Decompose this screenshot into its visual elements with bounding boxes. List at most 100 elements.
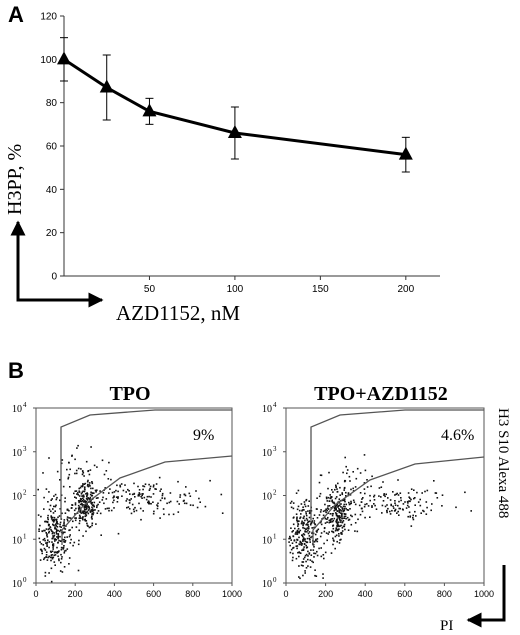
event-dot (354, 503, 357, 506)
event-dot (61, 512, 63, 515)
event-dot (89, 496, 92, 499)
event-dot (51, 557, 54, 560)
event-dot (351, 515, 353, 518)
event-dot (430, 509, 432, 512)
event-dot (57, 529, 59, 532)
event-dot (110, 509, 113, 512)
event-dot (91, 508, 94, 510)
event-dot (143, 485, 146, 488)
event-dot (57, 534, 60, 536)
event-dot (48, 546, 50, 549)
event-dot (327, 487, 329, 490)
event-dot (50, 567, 53, 570)
event-dot (73, 492, 75, 495)
x-tick-label: 200 (68, 589, 83, 599)
event-dot (198, 497, 200, 500)
event-dot (305, 514, 308, 517)
event-dot (47, 518, 49, 521)
event-dot (50, 529, 52, 531)
y-tick-exponent: 2 (23, 489, 27, 497)
event-dot (311, 535, 313, 538)
event-dot (331, 518, 333, 520)
event-dot (335, 504, 338, 506)
event-dot (288, 537, 290, 540)
event-dot (375, 508, 378, 510)
event-dot (79, 510, 82, 512)
event-dot (62, 524, 64, 527)
event-dot (59, 529, 62, 531)
event-dot (69, 542, 72, 544)
event-dot (378, 495, 380, 497)
event-dot (87, 497, 89, 499)
event-dot (44, 529, 46, 532)
event-dot (305, 528, 307, 530)
event-dot (60, 462, 63, 465)
event-dot (77, 500, 80, 502)
event-dot (145, 498, 148, 501)
event-dot (399, 492, 402, 494)
event-dot (62, 531, 65, 534)
event-dot (64, 541, 66, 543)
event-dot (46, 559, 49, 561)
event-dot (53, 554, 55, 557)
event-dot (91, 522, 94, 525)
event-dot (338, 504, 341, 506)
event-dot (317, 528, 320, 531)
event-dot (54, 510, 56, 512)
event-dots (37, 444, 224, 583)
event-dot (60, 548, 63, 551)
event-dot (45, 556, 48, 558)
event-dot (302, 565, 304, 567)
event-dot (68, 563, 70, 565)
event-dot (299, 517, 301, 520)
event-dot (46, 536, 49, 538)
event-dot (362, 497, 364, 499)
event-dot (345, 507, 347, 510)
event-dot (43, 508, 45, 510)
event-dot (339, 525, 341, 527)
event-dot (52, 546, 54, 548)
event-dot (307, 555, 309, 557)
event-dot (332, 543, 334, 546)
event-dot (344, 479, 346, 482)
event-dot (320, 555, 323, 558)
event-dot (96, 466, 98, 468)
event-dot (87, 509, 90, 511)
event-dot (54, 518, 56, 521)
event-dot (67, 477, 69, 480)
event-dot (78, 539, 80, 542)
y-tick-exponent: 3 (23, 445, 27, 453)
event-dot (306, 541, 309, 544)
event-dot (81, 503, 83, 505)
event-dot (49, 504, 52, 507)
event-dot (292, 530, 294, 532)
event-dot (394, 500, 396, 502)
event-dot (63, 566, 66, 568)
event-dot (302, 533, 305, 535)
event-dot (305, 517, 308, 520)
event-dot (364, 503, 366, 506)
event-dot (78, 491, 81, 493)
event-dot (380, 486, 383, 488)
event-dot (77, 492, 79, 494)
gate-percent: 9% (193, 427, 214, 444)
event-dot (308, 516, 311, 519)
event-dot (85, 530, 87, 533)
event-dot (300, 564, 303, 567)
event-dot (296, 519, 298, 522)
event-dot (336, 525, 338, 528)
event-dot (408, 496, 410, 498)
event-dot (303, 503, 306, 506)
event-dot (296, 547, 298, 550)
event-dot (298, 536, 300, 539)
event-dot (66, 468, 68, 471)
event-dot (126, 498, 128, 500)
event-dot (150, 502, 152, 505)
event-dot (84, 501, 87, 503)
event-dot (80, 500, 83, 503)
event-dot (108, 509, 110, 512)
event-dot (359, 492, 362, 494)
event-dot (407, 502, 409, 504)
event-dot (185, 486, 187, 488)
gate-region (310, 409, 484, 520)
